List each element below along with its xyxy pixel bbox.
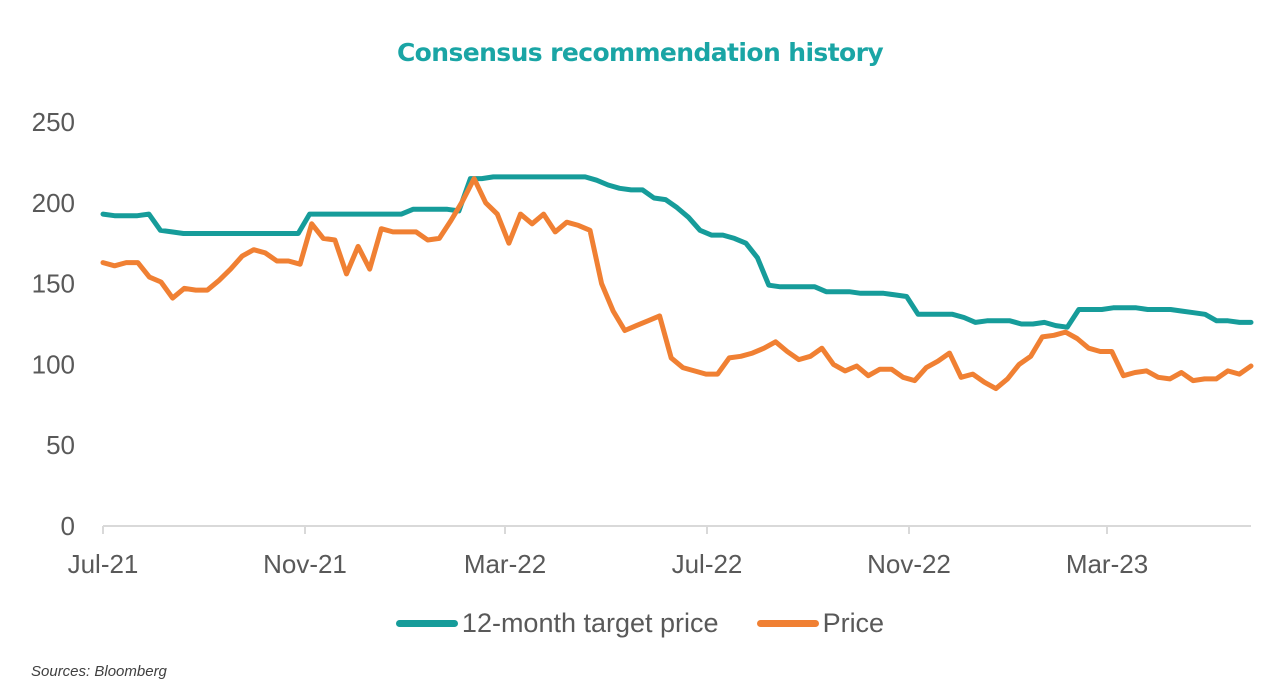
y-tick-label: 250 (32, 107, 75, 137)
legend-item-price: Price (756, 608, 885, 639)
x-tick-label: Jul-22 (672, 549, 743, 579)
y-axis: 0 50 100 150 200 250 (32, 107, 75, 541)
y-tick-label: 50 (46, 430, 75, 460)
x-axis: Jul-21 Nov-21 Mar-22 Jul-22 Nov-22 Mar-23 (68, 525, 1251, 579)
x-tick-label: Mar-22 (464, 549, 546, 579)
chart-title: Consensus recommendation history (396, 38, 884, 67)
y-tick-label: 200 (32, 188, 75, 218)
x-tick-label: Jul-21 (68, 549, 139, 579)
legend-label-price: Price (822, 608, 885, 638)
x-tick-label: Nov-22 (867, 549, 951, 579)
legend-swatch-target-price (395, 620, 458, 627)
legend: 12-month target price Price (0, 608, 1280, 639)
series-line-target-price (100, 174, 1254, 330)
series-group (100, 174, 1254, 392)
x-tick-label: Mar-23 (1066, 549, 1148, 579)
series-line-price (100, 176, 1254, 392)
y-tick-label: 0 (61, 511, 75, 541)
legend-swatch-price (756, 620, 819, 627)
y-tick-label: 100 (32, 349, 75, 379)
legend-label-target-price: 12-month target price (461, 608, 719, 638)
source-note: Sources: Bloomberg (31, 663, 167, 680)
legend-item-target-price: 12-month target price (395, 608, 719, 639)
line-chart: 0 50 100 150 200 250 Jul-21 Nov-21 Mar-22 Jul-22… (32, 107, 1254, 579)
x-tick-label: Nov-21 (263, 549, 347, 579)
y-tick-label: 150 (32, 269, 75, 299)
